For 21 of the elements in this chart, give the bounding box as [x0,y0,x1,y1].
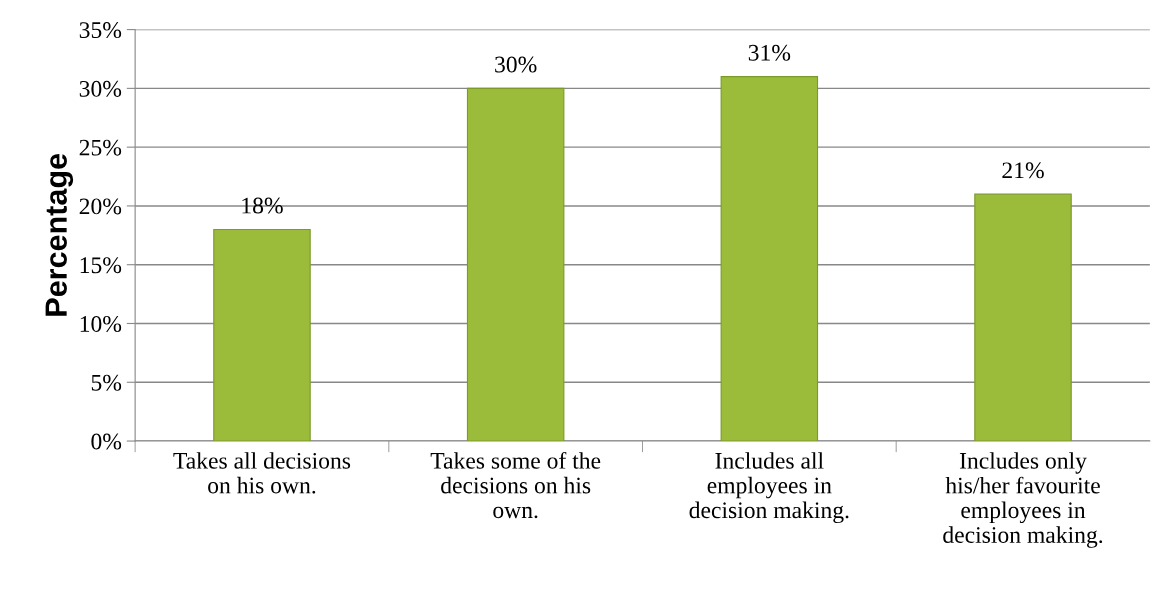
y-axis-title: Percentage [45,153,74,316]
bar [974,193,1072,442]
bar [213,228,311,442]
data-label: 31% [748,44,791,61]
y-tick-label: 25% [79,139,122,156]
x-tick-label: Takes some of the decisions on his own. [430,451,601,519]
y-tick-label: 10% [80,315,122,332]
y-tick-label: 30% [79,80,122,97]
bar [466,87,565,442]
y-tick-label: 35% [79,22,122,39]
data-label: 21% [1002,162,1044,179]
bar [720,76,819,442]
y-tick-label: 0% [91,433,122,450]
data-label: 30% [495,56,537,73]
x-tick-label: Includes all employees in decision making. [689,452,849,524]
y-tick-label: 15% [80,257,122,274]
x-tick-label: Includes only his/her favourite employees in decision making. [943,452,1103,548]
y-tick-label: 5% [91,374,122,391]
y-tick-label: 20% [79,198,122,215]
x-tick-label: Takes all decisions on his own. [173,452,351,494]
data-label: 18% [242,197,283,214]
